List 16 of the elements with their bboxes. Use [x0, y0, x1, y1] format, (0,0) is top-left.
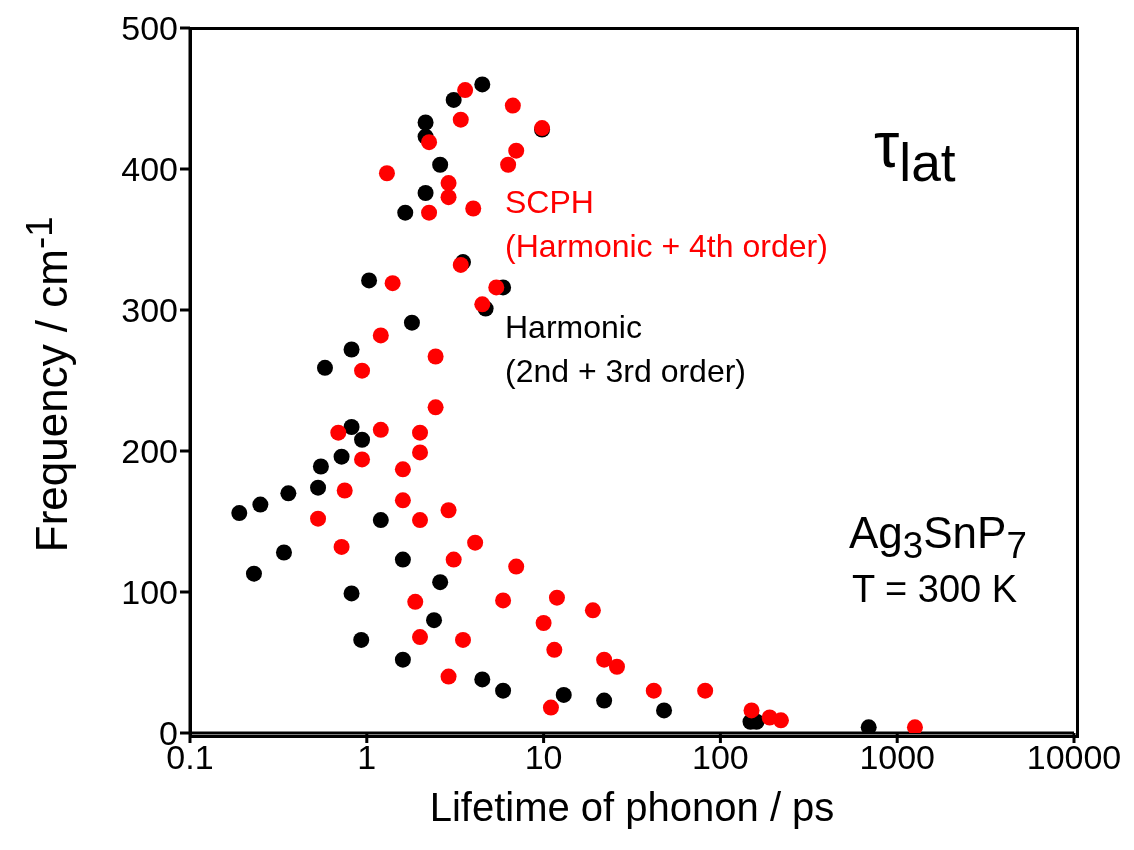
y-tick-label: 200 [121, 432, 178, 471]
annotation: Ag$_{3}$SnP$_{7}$ [849, 508, 1027, 567]
x-tick-label: 10 [524, 738, 563, 777]
series-label: SCPH (Harmonic + 4th order) [505, 183, 828, 266]
x-tick-label: 1 [357, 738, 377, 777]
x-tick-label: 10000 [1026, 738, 1122, 777]
x-tick-label: 1000 [859, 738, 936, 777]
y-tick-label: 100 [121, 573, 178, 612]
x-tick-label: 100 [692, 738, 749, 777]
annotation: T = 300 K [852, 568, 1018, 611]
x-axis-title: Lifetime of phonon / ps [428, 785, 836, 830]
annotation: τ$_{lat}$ [874, 108, 956, 193]
y-tick-label: 500 [121, 9, 178, 48]
series-label: Harmonic (2nd + 3rd order) [505, 308, 747, 391]
y-tick-label: 300 [121, 291, 178, 330]
y-tick-label: 400 [121, 150, 178, 189]
